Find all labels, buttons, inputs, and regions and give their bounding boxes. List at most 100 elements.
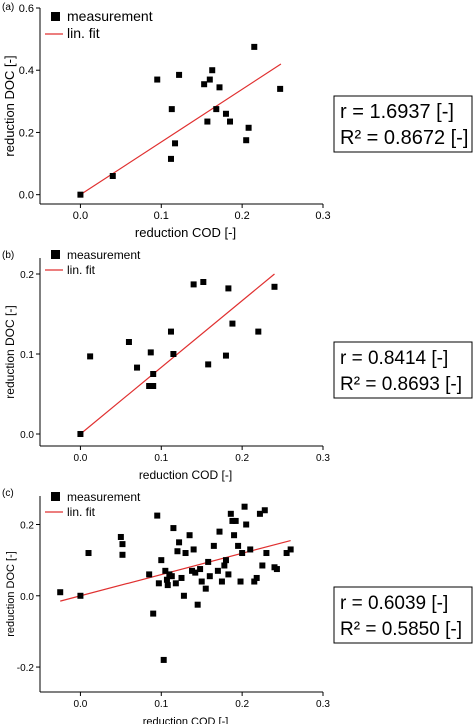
x-tick-label: 0.3: [316, 453, 330, 464]
data-point: [174, 548, 181, 555]
data-point: [231, 532, 238, 539]
data-point: [178, 574, 185, 581]
data-point: [162, 567, 169, 574]
y-tick-label: 0.4: [19, 65, 34, 77]
data-point: [283, 550, 290, 557]
data-point: [125, 339, 132, 345]
data-point: [150, 383, 157, 389]
data-point: [206, 76, 213, 83]
data-point: [222, 352, 229, 359]
data-point: [168, 106, 175, 113]
x-axis-label: reduction COD [-]: [135, 225, 236, 240]
panel-c: (c) 0.0 0.1 0.2 0.3 -0.2 0.0 0.2 reduction COD […: [2, 488, 473, 724]
data-point: [147, 349, 154, 356]
data-point: [235, 542, 242, 549]
y-axis-label: reduction DOC [-]: [5, 551, 17, 637]
data-point: [251, 43, 258, 50]
y-tick-label: 0.0: [20, 592, 34, 603]
x-tick-label: 0.1: [154, 699, 168, 710]
data-point: [154, 512, 161, 519]
data-point: [287, 546, 294, 553]
data-point: [190, 281, 197, 288]
x-tick-label: 0.3: [316, 699, 330, 710]
stats-r: r = 1.6937 [-]: [340, 101, 454, 123]
x-tick-label: 0.0: [73, 699, 87, 710]
data-point: [194, 601, 201, 608]
stats-box: r = 0.6039 [-] R² = 0.5850 [-]: [333, 586, 473, 644]
data-point: [205, 361, 212, 368]
data-point: [186, 532, 193, 539]
data-point: [253, 574, 260, 581]
legend-label-fit: lin. fit: [67, 25, 100, 41]
data-point: [205, 558, 212, 565]
stats-box-frame: [333, 341, 473, 399]
data-point: [164, 582, 171, 589]
data-point: [172, 140, 179, 147]
panel-label: (b): [2, 250, 14, 261]
x-tick-label: 0.0: [73, 210, 88, 222]
data-point: [251, 578, 258, 585]
data-point: [160, 656, 167, 663]
stats-r-squared: R² = 0.8672 [-]: [340, 127, 468, 149]
data-point: [163, 576, 170, 583]
data-point: [214, 567, 221, 574]
data-point: [146, 383, 153, 389]
data-point: [222, 557, 229, 564]
data-point: [77, 431, 84, 437]
x-tick-label: 0.1: [154, 453, 168, 464]
data-point: [170, 525, 177, 532]
legend-label-measurement: measurement: [67, 8, 153, 24]
stats-box: r = 1.6937 [-] R² = 0.8672 [-]: [333, 95, 473, 153]
data-point: [146, 571, 153, 578]
y-axis-label: reduction DOC [-]: [2, 55, 17, 156]
data-point: [213, 106, 220, 113]
x-tick-label: 0.2: [235, 699, 249, 710]
data-point: [256, 510, 263, 517]
legend-marker-swatch: [51, 12, 60, 21]
data-point: [216, 528, 223, 535]
y-tick-label: 0.0: [20, 430, 34, 441]
data-point: [216, 84, 223, 91]
data-point: [170, 351, 177, 357]
data-point: [255, 328, 262, 335]
data-point: [77, 592, 84, 599]
x-tick-label: 0.3: [315, 210, 330, 222]
y-tick-label: -0.2: [17, 663, 35, 674]
data-point: [119, 541, 126, 548]
data-point: [259, 562, 266, 569]
data-point: [198, 578, 205, 585]
data-point: [168, 573, 175, 580]
data-point: [227, 510, 234, 517]
x-tick-label: 0.1: [154, 210, 169, 222]
data-point: [202, 585, 209, 592]
data-point: [225, 571, 232, 578]
y-tick-label: 0.2: [20, 270, 34, 281]
data-point: [167, 328, 174, 335]
data-point: [180, 592, 187, 599]
y-tick-label: 0.0: [19, 190, 34, 202]
data-point: [85, 550, 92, 557]
data-point: [239, 550, 246, 557]
data-point: [172, 580, 179, 587]
data-point: [117, 533, 124, 540]
y-tick-label: 0.6: [19, 3, 34, 15]
data-point: [197, 566, 204, 573]
data-point: [222, 110, 229, 117]
data-point: [119, 551, 126, 558]
panel-a: (a) 0.0 0.1 0.2 0.3 0.0 0.2 0.4 0.6 reduction COD…: [2, 2, 473, 240]
data-point: [77, 191, 84, 198]
data-point: [87, 353, 94, 360]
data-point: [210, 542, 217, 549]
data-point: [243, 521, 250, 528]
x-axis-label: reduction COD [-]: [143, 716, 229, 724]
data-point: [245, 124, 252, 131]
data-point: [261, 507, 268, 514]
data-point: [200, 279, 207, 285]
data-point: [237, 578, 244, 585]
data-point: [225, 285, 232, 292]
